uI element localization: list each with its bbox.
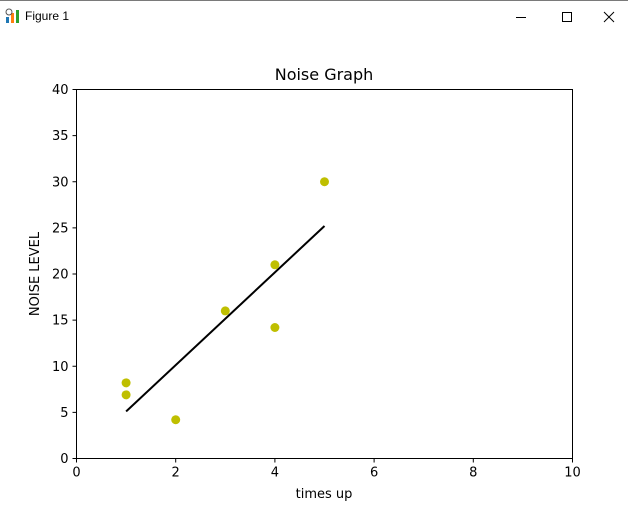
y-tick-label: 20 <box>52 268 69 283</box>
scatter-point <box>121 390 131 400</box>
chart-title: Noise Graph <box>275 65 374 84</box>
chart-marks <box>121 177 329 425</box>
maximize-icon <box>562 11 572 22</box>
y-axis-label: NOISE LEVEL <box>28 231 43 316</box>
y-tick-label: 30 <box>52 175 69 190</box>
minimize-button[interactable] <box>498 1 544 32</box>
maximize-button[interactable] <box>544 1 590 32</box>
x-axis-ticks: 0 2 4 6 8 10 <box>72 458 581 481</box>
x-tick-label: 0 <box>72 466 80 481</box>
scatter-point <box>220 306 230 316</box>
plot-area-frame <box>76 89 573 459</box>
x-axis-label: times up <box>296 487 353 502</box>
minimize-icon <box>516 16 526 18</box>
x-tick-label: 8 <box>469 466 477 481</box>
y-tick-label: 10 <box>52 360 69 375</box>
y-tick-label: 15 <box>52 314 69 329</box>
window-titlebar[interactable]: Figure 1 <box>0 0 628 31</box>
y-tick-label: 25 <box>52 221 69 236</box>
y-tick-label: 0 <box>60 452 68 467</box>
close-icon <box>603 11 615 22</box>
trend-line <box>125 225 326 413</box>
x-tick-label: 4 <box>271 466 279 481</box>
y-tick-label: 40 <box>52 83 69 98</box>
y-axis-ticks: 0 5 10 15 20 25 30 35 40 <box>52 83 77 467</box>
close-button[interactable] <box>590 1 628 32</box>
x-tick-label: 6 <box>370 466 378 481</box>
y-tick-label: 5 <box>60 406 68 421</box>
y-tick-label: 35 <box>52 129 69 144</box>
scatter-point <box>121 378 131 388</box>
scatter-point <box>270 323 280 333</box>
x-tick-label: 10 <box>564 466 581 481</box>
x-tick-label: 2 <box>172 466 180 481</box>
chart-canvas: Noise Graph 0 2 4 6 8 10 0 5 10 15 20 25 30 35 40 tim… <box>28 65 581 502</box>
matplotlib-figure-icon <box>5 8 19 23</box>
scatter-point <box>171 415 181 425</box>
scatter-point <box>320 177 329 187</box>
window-title: Figure 1 <box>25 9 70 23</box>
scatter-point <box>270 260 280 270</box>
